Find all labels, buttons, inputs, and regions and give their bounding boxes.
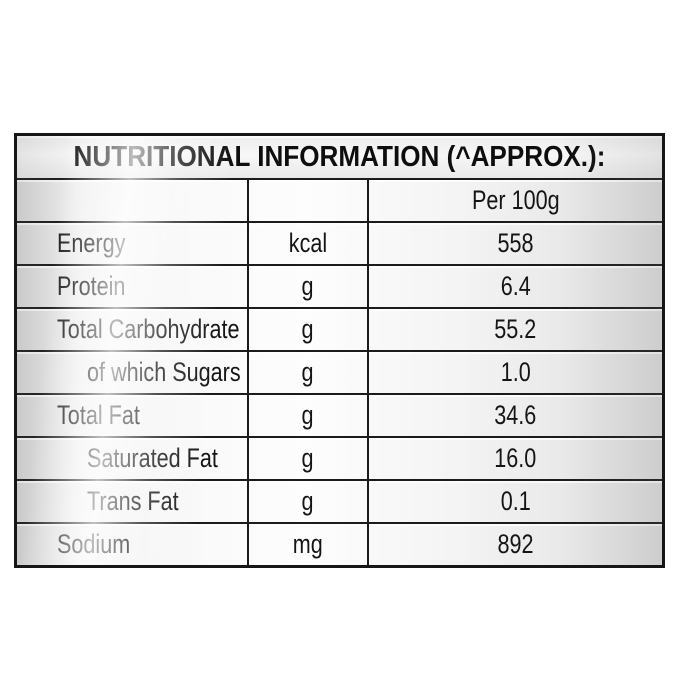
- table-row: Total Fat g 34.6: [17, 393, 662, 436]
- nutrient-label-cell: Total Carbohydrate: [17, 309, 247, 350]
- nutrient-value: 558: [497, 228, 534, 258]
- nutrient-label-cell: Sodium: [17, 524, 247, 565]
- nutrient-value: 892: [497, 529, 534, 559]
- table-body: Energy kcal 558 Protein g 6.4 Total Carb…: [17, 221, 662, 565]
- nutrient-label: Total Carbohydrate: [57, 314, 240, 344]
- table-title: NUTRITIONAL INFORMATION (^APPROX.):: [73, 140, 606, 173]
- nutrient-unit-cell: g: [247, 395, 367, 436]
- nutrient-label: Sodium: [57, 529, 131, 559]
- nutrient-label-cell: Protein: [17, 266, 247, 307]
- nutrient-value: 0.1: [500, 486, 531, 516]
- nutrient-unit: mg: [292, 529, 323, 559]
- nutrient-value-cell: 1.0: [367, 352, 662, 393]
- nutrient-value-cell: 55.2: [367, 309, 662, 350]
- nutrient-value: 6.4: [500, 271, 531, 301]
- table-row: of which Sugars g 1.0: [17, 350, 662, 393]
- nutrient-value-cell: 6.4: [367, 266, 662, 307]
- nutrient-value: 1.0: [500, 357, 531, 387]
- nutrient-unit-cell: g: [247, 438, 367, 479]
- nutrient-value-cell: 16.0: [367, 438, 662, 479]
- table-row: Protein g 6.4: [17, 264, 662, 307]
- nutrient-unit-cell: kcal: [247, 223, 367, 264]
- nutrient-label: Saturated Fat: [87, 443, 218, 473]
- nutrient-unit: g: [301, 400, 315, 430]
- nutrient-unit-cell: g: [247, 481, 367, 522]
- nutrient-label-cell: Saturated Fat: [17, 438, 247, 479]
- nutrient-label: of which Sugars: [87, 357, 241, 387]
- header-label-cell: [17, 180, 247, 221]
- nutrient-unit-cell: g: [247, 309, 367, 350]
- nutrient-value-cell: 34.6: [367, 395, 662, 436]
- table-row: Energy kcal 558: [17, 221, 662, 264]
- nutrient-unit: g: [301, 357, 315, 387]
- nutrient-label: Energy: [57, 228, 126, 258]
- nutrient-label-cell: Trans Fat: [17, 481, 247, 522]
- nutrient-unit: g: [301, 486, 315, 516]
- header-per-100g-cell: Per 100g: [367, 180, 662, 221]
- nutrient-label: Trans Fat: [87, 486, 179, 516]
- nutrient-label: Total Fat: [57, 400, 140, 430]
- nutrient-unit: g: [301, 443, 315, 473]
- nutrient-unit: g: [301, 314, 315, 344]
- nutrient-label-cell: Total Fat: [17, 395, 247, 436]
- nutrient-unit-cell: mg: [247, 524, 367, 565]
- table-row: Total Carbohydrate g 55.2: [17, 307, 662, 350]
- table-title-row: NUTRITIONAL INFORMATION (^APPROX.):: [17, 136, 662, 178]
- header-unit-cell: [247, 180, 367, 221]
- table-row: Sodium mg 892: [17, 522, 662, 565]
- nutrient-value-cell: 892: [367, 524, 662, 565]
- nutrition-table: NUTRITIONAL INFORMATION (^APPROX.): Per …: [14, 133, 665, 568]
- header-per-100g-text: Per 100g: [471, 185, 560, 215]
- nutrient-value-cell: 558: [367, 223, 662, 264]
- nutrient-value: 55.2: [494, 314, 537, 344]
- table-row: Trans Fat g 0.1: [17, 479, 662, 522]
- nutrient-value: 16.0: [494, 443, 537, 473]
- table-row: Saturated Fat g 16.0: [17, 436, 662, 479]
- nutrient-value: 34.6: [494, 400, 537, 430]
- nutrient-unit: g: [301, 271, 315, 301]
- nutrient-label-cell: Energy: [17, 223, 247, 264]
- nutrient-value-cell: 0.1: [367, 481, 662, 522]
- table-header-row: Per 100g: [17, 178, 662, 221]
- nutrient-unit-cell: g: [247, 352, 367, 393]
- nutrient-label-cell: of which Sugars: [17, 352, 247, 393]
- nutrient-label: Protein: [57, 271, 126, 301]
- nutrient-unit: kcal: [288, 228, 328, 258]
- nutrient-unit-cell: g: [247, 266, 367, 307]
